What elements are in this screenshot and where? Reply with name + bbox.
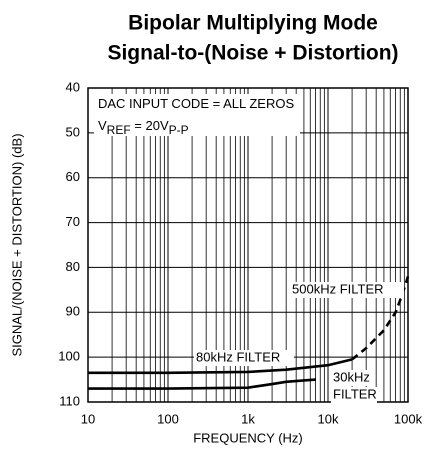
label-background <box>331 387 377 403</box>
annotation-part: = 20V <box>131 118 169 133</box>
annotation-part: REF <box>107 123 131 137</box>
x-tick-label: 10k <box>318 411 339 426</box>
chart-title: Bipolar Multiplying Mode <box>128 12 378 35</box>
chart-title: Signal-to-(Noise + Distortion) <box>107 42 398 65</box>
y-tick-label: 100 <box>58 349 80 364</box>
y-tick-label: 60 <box>66 169 80 184</box>
series-line <box>88 358 353 375</box>
y-tick-label: 110 <box>59 393 80 408</box>
x-tick-label: 100k <box>394 411 423 426</box>
label-background <box>290 282 404 298</box>
series-label: 80kHz FILTER <box>196 349 280 364</box>
x-axis-label: FREQUENCY (Hz) <box>193 430 303 445</box>
y-tick-label: 70 <box>66 214 80 229</box>
annotation: VREF = 20VP-P <box>98 118 189 137</box>
series-line <box>88 378 316 390</box>
series-label: 500kHz FILTER <box>292 281 384 296</box>
plot-frame <box>87 87 409 403</box>
x-tick-label: 100 <box>157 411 179 426</box>
annotation: DAC INPUT CODE = ALL ZEROS <box>98 96 294 111</box>
y-axis-label: SIGNAL/(NOISE + DISTORTION) (dB) <box>9 133 24 356</box>
annotation-background <box>94 94 300 136</box>
label-background <box>194 350 294 366</box>
y-tick-label: 40 <box>66 79 80 94</box>
y-tick-label: 80 <box>66 259 80 274</box>
y-tick-label: 90 <box>66 304 80 319</box>
annotation-part: P-P <box>169 123 189 137</box>
x-tick-label: 1k <box>241 411 255 426</box>
series-label: FILTER <box>333 386 377 401</box>
annotation-part: DAC INPUT CODE = ALL ZEROS <box>98 96 294 111</box>
annotation-part: V <box>98 118 107 133</box>
label-background <box>331 370 371 386</box>
y-tick-label: 50 <box>66 124 80 139</box>
x-tick-label: 10 <box>81 411 95 426</box>
series-label: 30kHz <box>333 369 370 384</box>
